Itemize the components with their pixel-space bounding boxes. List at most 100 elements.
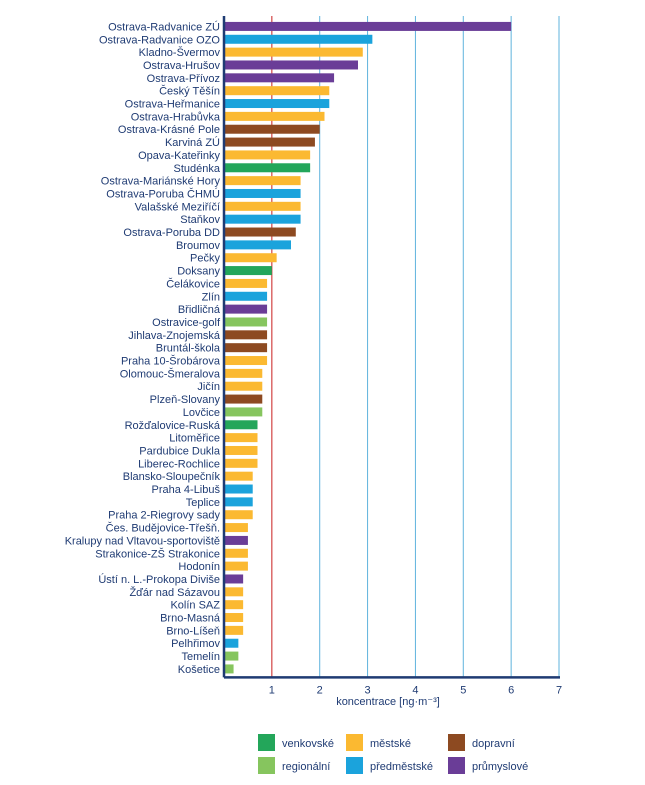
category-label: Čes. Budějovice-Třešň. — [106, 522, 220, 535]
category-label: Žďár nad Sázavou — [129, 586, 220, 599]
legend: venkovské regionální městské předměstské dop… — [258, 734, 528, 774]
bar — [224, 651, 239, 661]
category-label: Staňkov — [180, 214, 220, 226]
category-label: Strakonice-ZŠ Strakonice — [95, 547, 220, 560]
category-label: Ostrava-Poruba ČHMÚ — [106, 187, 220, 200]
category-label: Jičín — [197, 381, 220, 393]
bar — [224, 625, 244, 635]
category-label: Zlín — [202, 291, 220, 303]
axes — [222, 16, 560, 679]
bar — [224, 47, 363, 57]
bar — [224, 163, 311, 173]
category-label: Ostrava-Hrabůvka — [131, 111, 221, 123]
x-axis-title: koncentrace [ng·m⁻³] — [336, 696, 440, 708]
bar — [224, 433, 258, 443]
bar — [224, 137, 315, 147]
bar — [224, 124, 320, 134]
bar — [224, 304, 268, 314]
category-label: Ostrava-Poruba DD — [123, 227, 220, 239]
category-label: Pardubice Dukla — [139, 445, 221, 457]
bar — [224, 86, 330, 96]
bar — [224, 266, 272, 276]
bar — [224, 574, 244, 584]
category-label: Olomouc-Šmeralova — [120, 367, 221, 380]
category-label: Ostrava-Přívoz — [147, 73, 220, 85]
category-label: Praha 10-Šrobárova — [121, 355, 221, 368]
category-label: Pelhřimov — [171, 638, 220, 650]
legend-label: průmyslové — [472, 761, 528, 773]
legend-swatch — [346, 734, 363, 751]
bar — [224, 343, 268, 353]
category-label: Teplice — [186, 497, 220, 509]
category-label: Ostrava-Radvanice OZO — [99, 34, 220, 46]
category-label: Břidličná — [178, 304, 221, 316]
legend-label: venkovské — [282, 738, 334, 750]
category-label: Kladno-Švermov — [139, 46, 221, 59]
category-label: Valašské Meziříčí — [135, 201, 220, 213]
category-label: Ostrava-Radvanice ZÚ — [108, 20, 220, 33]
x-tick-label: 1 — [269, 684, 275, 696]
bar — [224, 291, 268, 301]
x-tick-label: 2 — [317, 684, 323, 696]
bar — [224, 420, 258, 430]
bar — [224, 394, 263, 404]
bar — [224, 664, 234, 674]
bar — [224, 99, 330, 109]
category-label: Rožďalovice-Ruská — [125, 420, 221, 432]
category-label: Brno-Líšeň — [166, 625, 220, 637]
category-label: Český Těšín — [159, 85, 220, 98]
bar — [224, 600, 244, 610]
legend-swatch — [448, 734, 465, 751]
tick-labels: 1 2 3 4 5 6 7 — [269, 684, 562, 696]
bar — [224, 73, 335, 83]
bar — [224, 214, 301, 224]
category-label: Pečky — [190, 253, 220, 265]
category-label: Hodonín — [178, 561, 220, 573]
bar — [224, 227, 296, 237]
category-label: Brno-Masná — [160, 613, 221, 625]
legend-swatch — [346, 757, 363, 774]
bar — [224, 587, 244, 597]
x-tick-label: 5 — [460, 684, 466, 696]
category-label: Plzeň-Slovany — [150, 394, 221, 406]
category-label: Litoměřice — [169, 433, 220, 445]
bar — [224, 201, 301, 211]
category-label: Čelákovice — [166, 277, 220, 290]
bar — [224, 368, 263, 378]
bar — [224, 471, 253, 481]
category-label: Ostrava-Hrušov — [143, 60, 221, 72]
legend-swatch — [448, 757, 465, 774]
bar — [224, 458, 258, 468]
category-label: Jihlava-Znojemská — [128, 330, 221, 342]
bar — [224, 240, 291, 250]
category-label: Lovčice — [183, 407, 220, 419]
bar — [224, 548, 248, 558]
bar — [224, 561, 248, 571]
bar — [224, 60, 358, 70]
category-label: Broumov — [176, 240, 221, 252]
category-label: Košetice — [178, 664, 220, 676]
x-tick-label: 3 — [365, 684, 371, 696]
legend-label: regionální — [282, 761, 330, 773]
category-label: Ústí n. L.-Prokopa Diviše — [98, 573, 220, 586]
bar — [224, 638, 239, 648]
legend-swatch — [258, 757, 275, 774]
bar — [224, 253, 277, 263]
category-label: Praha 2-Riegrovy sady — [108, 510, 220, 522]
bar — [224, 407, 263, 417]
category-label: Temelín — [181, 651, 220, 663]
bar — [224, 330, 268, 340]
bar — [224, 535, 248, 545]
bar — [224, 356, 268, 366]
bar — [224, 381, 263, 391]
category-label: Ostravice-golf — [152, 317, 221, 329]
bar — [224, 613, 244, 623]
category-label: Doksany — [177, 266, 220, 278]
bar — [224, 111, 325, 121]
category-label: Studénka — [174, 163, 221, 175]
bar — [224, 176, 301, 186]
bar — [224, 523, 248, 533]
bar — [224, 188, 301, 198]
category-label: Ostrava-Heřmanice — [125, 99, 220, 111]
legend-label: dopravní — [472, 738, 515, 750]
